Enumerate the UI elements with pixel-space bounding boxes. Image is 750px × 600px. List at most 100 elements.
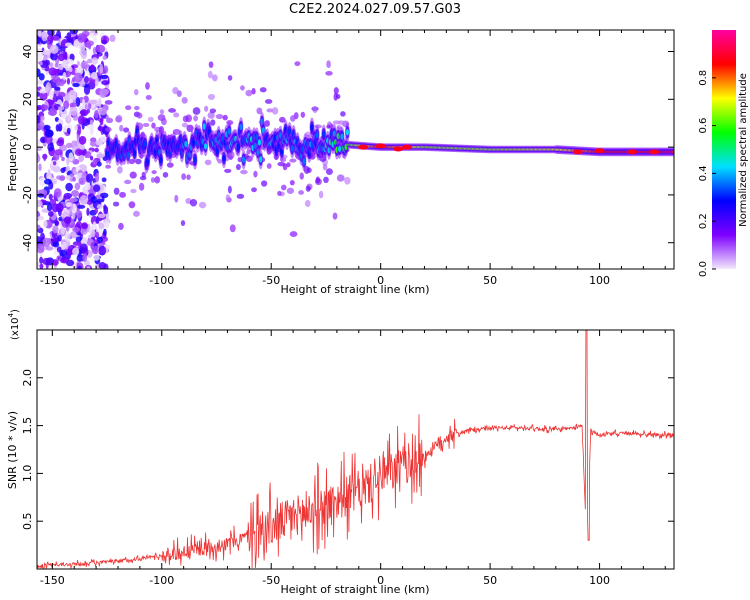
y-tick-label: 1.0 (21, 465, 34, 483)
heat-blob (87, 234, 92, 239)
heat-blob (671, 150, 674, 154)
heat-blob (304, 199, 311, 208)
heat-blob (57, 123, 63, 132)
heat-blob (38, 163, 42, 171)
heat-blob (99, 63, 104, 74)
heat-blob (203, 143, 208, 150)
heat-blob (222, 114, 228, 121)
heat-blob (102, 55, 107, 60)
heat-blob (100, 88, 110, 95)
heat-hotspot (572, 149, 583, 155)
heat-blob (128, 201, 136, 209)
heat-blob (95, 194, 102, 199)
heat-blob (54, 86, 61, 91)
heat-blob (209, 108, 217, 114)
snr-multiplier-base: (x10 (10, 317, 21, 340)
heat-blob (211, 74, 218, 82)
heat-blob (101, 177, 107, 183)
heat-blob (98, 245, 107, 256)
heat-blob (204, 159, 212, 166)
heat-blob (96, 153, 105, 158)
heat-blob (289, 231, 298, 237)
heat-blob (84, 104, 88, 110)
heat-blob (333, 93, 338, 101)
heat-blob (47, 109, 57, 116)
heat-blob (138, 182, 145, 191)
y-tick-label: -40 (21, 234, 34, 252)
heat-blob (323, 176, 329, 184)
heat-blob (315, 131, 319, 139)
heat-blob (259, 87, 267, 93)
heat-blob (56, 246, 62, 253)
heat-blob (89, 79, 97, 84)
heat-blob (77, 33, 85, 43)
heat-blob (124, 179, 132, 185)
spectrogram-panel: -150 -100 -50 0 50 100 -40 -20 0 20 40 Height of s… (6, 29, 675, 296)
heat-blob (240, 169, 248, 175)
heat-blob (72, 176, 76, 182)
x-tick-label: -150 (40, 574, 65, 587)
heat-blob (134, 105, 140, 111)
heat-blob (326, 124, 331, 129)
heat-blob (72, 227, 81, 233)
heat-blob (67, 58, 74, 66)
heat-blob (159, 109, 165, 115)
heat-blob (47, 35, 55, 42)
snr-axes: -150 -100 -50 0 50 100 0.5 1.0 1.5 2.0 (21, 330, 674, 587)
heat-hotspot (594, 148, 605, 154)
heat-blob (181, 122, 189, 128)
heat-blob (259, 156, 263, 163)
heat-blob (337, 120, 345, 125)
heat-blob (42, 49, 51, 55)
heat-blob (237, 156, 243, 163)
heat-hotspot (375, 143, 386, 149)
x-tick-label: -150 (40, 274, 65, 287)
heat-blob (76, 254, 84, 262)
x-tick-label: 0 (377, 274, 384, 287)
heat-blob (345, 129, 350, 136)
heat-blob (37, 224, 41, 230)
heat-blob (123, 127, 130, 133)
heat-blob (40, 104, 49, 111)
heat-blob (81, 98, 86, 109)
colorbar-label: Normalized spectral amplitude (738, 73, 749, 227)
heat-blob (286, 187, 295, 194)
heat-blob (97, 237, 104, 244)
heat-blob (332, 212, 338, 220)
heat-blob (37, 115, 41, 124)
heat-blob (44, 129, 54, 138)
heat-blob (136, 112, 143, 119)
heat-blob (93, 245, 99, 255)
heat-blob (96, 198, 103, 203)
heat-blob (72, 247, 80, 256)
x-tick-label: -100 (149, 574, 174, 587)
heat-blob (266, 163, 272, 169)
heat-blob (37, 106, 42, 111)
heat-blob (54, 220, 60, 226)
heat-blob (333, 87, 339, 95)
heat-blob (289, 158, 297, 163)
heat-blob (55, 81, 65, 87)
heat-blob (88, 42, 92, 50)
heat-blob (172, 87, 179, 95)
heat-blob (96, 204, 103, 210)
heat-blob (93, 36, 97, 43)
heat-blob (52, 241, 60, 248)
heat-blob (235, 163, 241, 171)
heat-blob (52, 225, 59, 234)
heat-blob (186, 174, 191, 180)
heat-blob (74, 125, 78, 131)
heat-blob (98, 261, 107, 269)
heat-blob (57, 53, 65, 62)
heat-blob (88, 99, 98, 105)
heat-blob (133, 88, 139, 96)
heat-blob (80, 49, 88, 60)
heat-blob (39, 177, 47, 187)
heat-blob (43, 153, 47, 162)
spectrogram-axes: -150 -100 -50 0 50 100 -40 -20 0 20 40 (21, 30, 674, 287)
heat-blob (336, 174, 345, 182)
heat-blob (66, 36, 73, 43)
heat-blob (173, 112, 180, 118)
heat-blob (87, 58, 93, 64)
heat-blob (65, 175, 71, 180)
